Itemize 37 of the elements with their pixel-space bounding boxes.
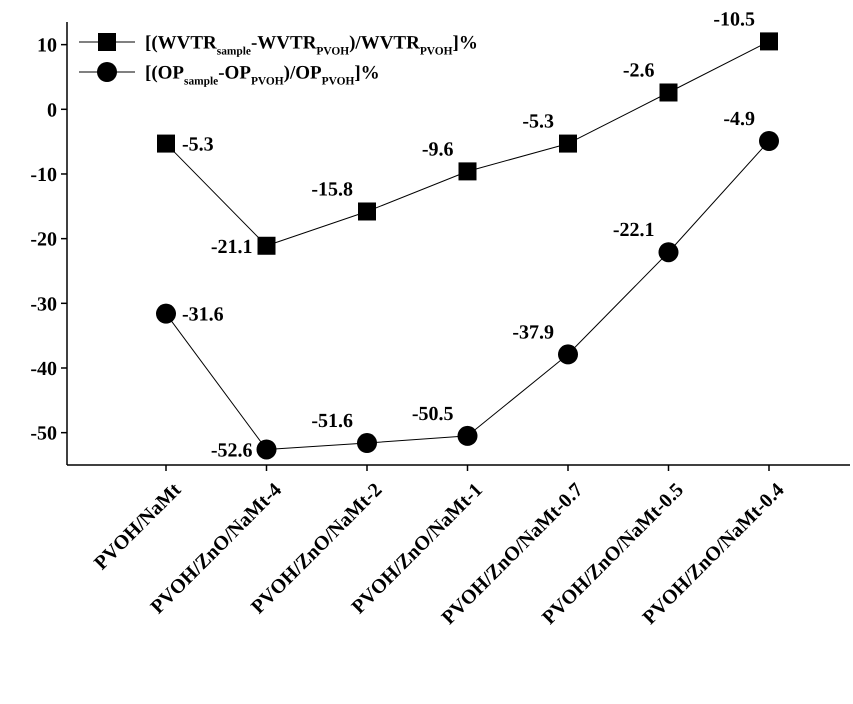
data-label: -52.6 [210, 439, 252, 462]
point [458, 426, 478, 446]
point [258, 236, 276, 255]
y-tick-label: -10 [30, 164, 57, 186]
point [559, 134, 577, 153]
y-tick-label: -30 [30, 293, 57, 316]
data-label: -9.6 [422, 138, 454, 160]
data-label: -37.9 [512, 321, 554, 344]
point [358, 202, 376, 220]
point [256, 439, 276, 460]
data-label: -5.3 [522, 110, 554, 133]
point [458, 162, 476, 180]
data-label: -22.1 [612, 219, 654, 242]
legend-label: [(WVTR$_{sample}$-WVTR$_{PVOH}$)/WVTR$_{PVOH}$]% [145, 32, 478, 58]
data-label: -50.5 [412, 402, 454, 425]
data-label: -51.6 [311, 410, 353, 432]
y-tick-label: 10 [37, 34, 57, 57]
annotation: -2.6 [622, 59, 654, 82]
point [760, 32, 778, 50]
point [660, 83, 678, 102]
point [157, 134, 175, 153]
data-label: -31.6 [182, 304, 224, 326]
y-tick-label: -40 [30, 358, 57, 380]
point [658, 242, 678, 262]
point [759, 130, 779, 151]
point [558, 344, 578, 364]
y-tick-label: -20 [30, 228, 57, 251]
annotation: -10.5 [713, 8, 755, 30]
y-tick-label: 0 [47, 99, 57, 122]
data-label: -5.3 [182, 134, 214, 156]
data-label: -21.1 [210, 236, 252, 258]
point [156, 304, 176, 324]
data-label: -15.8 [311, 178, 353, 200]
y-tick-label: -50 [30, 422, 57, 445]
legend-label: [(OP$_{sample}$-OP$_{PVOH}$)/OP$_{PVOH}$]% [145, 62, 380, 88]
point [357, 433, 377, 454]
data-label: -4.9 [723, 108, 755, 130]
